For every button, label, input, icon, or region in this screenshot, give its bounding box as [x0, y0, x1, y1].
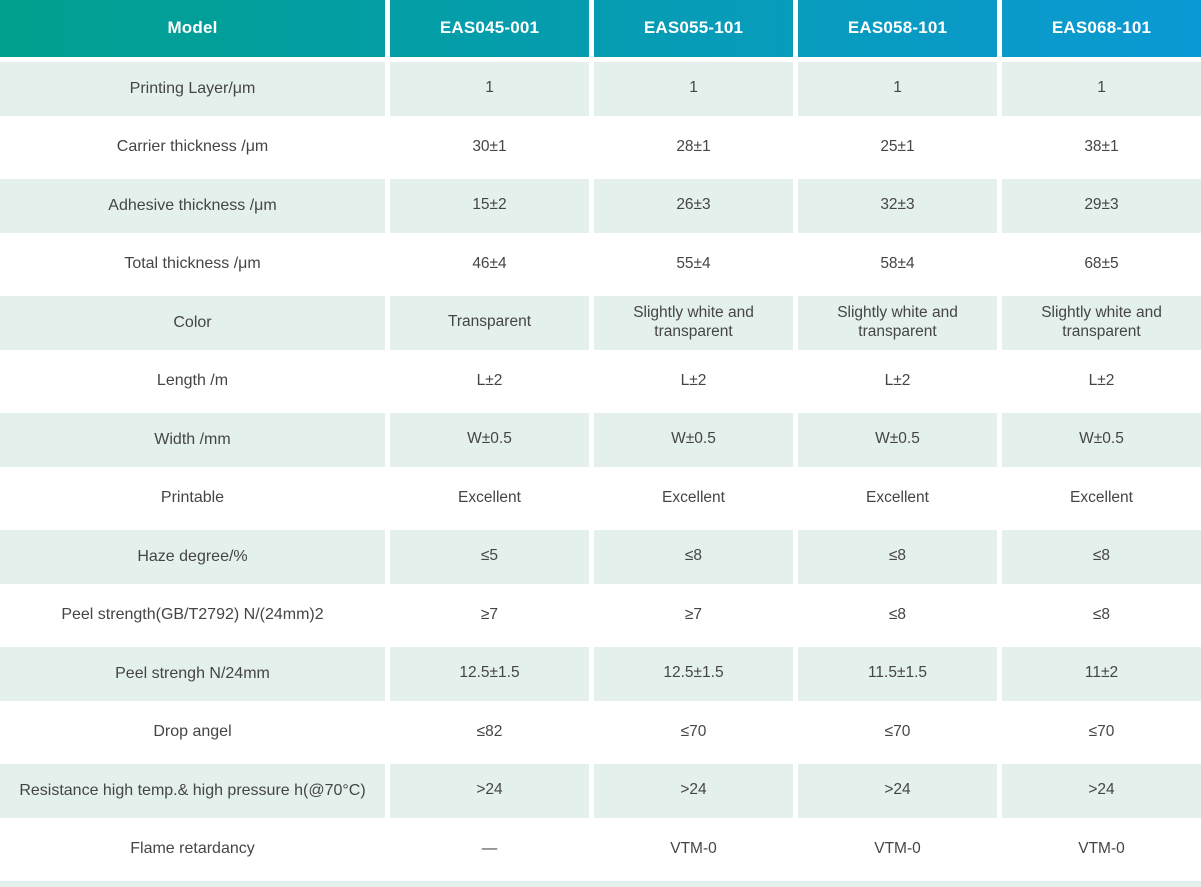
table-row-color: Color Transparent Slightly white and tra…: [0, 296, 1201, 350]
table-row-peel-strength-gb: Peel strength(GB/T2792) N/(24mm)2 ≥7 ≥7 …: [0, 588, 1201, 642]
row-label: Resistance high temp.& high pressure h(@…: [0, 764, 385, 818]
row-value: L±2: [793, 354, 997, 408]
table-row-printable: Printable Excellent Excellent Excellent …: [0, 471, 1201, 525]
row-label: Haze degree/%: [0, 530, 385, 584]
row-value: 12.5±1.5: [589, 647, 793, 701]
row-value: Slightly white and transparent: [793, 296, 997, 350]
row-label: Length /m: [0, 354, 385, 408]
row-value: ≤70: [997, 705, 1201, 759]
header-col-eas055-101: EAS055-101: [589, 0, 793, 57]
row-label: Printable: [0, 471, 385, 525]
row-value: 55±4: [589, 237, 793, 291]
row-value: 1: [997, 62, 1201, 116]
table-row-carrier-thickness: Carrier thickness /μm 30±1 28±1 25±1 38±…: [0, 120, 1201, 174]
row-value: ≤8: [793, 588, 997, 642]
table-row-drop-angel: Drop angel ≤82 ≤70 ≤70 ≤70: [0, 705, 1201, 759]
table-row-resistance-high-temp: Resistance high temp.& high pressure h(@…: [0, 764, 1201, 818]
row-value: ≤8: [997, 530, 1201, 584]
table-row-length: Length /m L±2 L±2 L±2 L±2: [0, 354, 1201, 408]
row-value: >24: [589, 764, 793, 818]
header-col-eas068-101: EAS068-101: [997, 0, 1201, 57]
table-header-row: Model EAS045-001 EAS055-101 EAS058-101 E…: [0, 0, 1201, 57]
row-value: 15±2: [385, 179, 589, 233]
table-row-printing-layer: Printing Layer/μm 1 1 1 1: [0, 62, 1201, 116]
row-value: 1: [385, 62, 589, 116]
row-value: 38±1: [997, 120, 1201, 174]
row-value: Slightly white and transparent: [589, 296, 793, 350]
row-value: W±0.5: [385, 413, 589, 467]
row-value: L±2: [997, 354, 1201, 408]
row-value: Excellent: [589, 471, 793, 525]
row-value: 29±3: [997, 179, 1201, 233]
row-value: 1: [793, 62, 997, 116]
row-value: Excellent: [793, 471, 997, 525]
row-value: 1: [589, 62, 793, 116]
row-value: 11±2: [997, 647, 1201, 701]
row-value: ≤8: [589, 530, 793, 584]
row-value: W±0.5: [589, 413, 793, 467]
row-value: W±0.5: [997, 413, 1201, 467]
row-value: Slightly white and transparent: [997, 296, 1201, 350]
row-value: W±0.5: [793, 413, 997, 467]
header-model: Model: [167, 18, 218, 38]
row-value: >24: [385, 764, 589, 818]
row-value: 11.5±1.5: [793, 647, 997, 701]
row-value: >24: [997, 764, 1201, 818]
table-row-adhesive-thickness: Adhesive thickness /μm 15±2 26±3 32±3 29…: [0, 179, 1201, 233]
row-value: 25±1: [793, 120, 997, 174]
row-value: 68±5: [997, 237, 1201, 291]
row-label: Flame retardancy: [0, 822, 385, 876]
row-value: Excellent: [997, 471, 1201, 525]
next-row-partial-band: [0, 881, 1201, 887]
row-value: 46±4: [385, 237, 589, 291]
row-value: VTM-0: [997, 822, 1201, 876]
row-value: 58±4: [793, 237, 997, 291]
row-value: ≤8: [997, 588, 1201, 642]
header-col-eas058-101: EAS058-101: [793, 0, 997, 57]
row-value: 32±3: [793, 179, 997, 233]
row-label: Drop angel: [0, 705, 385, 759]
table-row-flame-retardancy: Flame retardancy — VTM-0 VTM-0 VTM-0: [0, 822, 1201, 876]
row-value: 30±1: [385, 120, 589, 174]
table-row-total-thickness: Total thickness /μm 46±4 55±4 58±4 68±5: [0, 237, 1201, 291]
row-value: 28±1: [589, 120, 793, 174]
row-label: Total thickness /μm: [0, 237, 385, 291]
table-row-haze-degree: Haze degree/% ≤5 ≤8 ≤8 ≤8: [0, 530, 1201, 584]
row-value: ≤70: [589, 705, 793, 759]
row-value: ≤5: [385, 530, 589, 584]
row-value: 12.5±1.5: [385, 647, 589, 701]
row-label: Carrier thickness /μm: [0, 120, 385, 174]
row-value: ≤70: [793, 705, 997, 759]
table-row-peel-strength-n24mm: Peel strengh N/24mm 12.5±1.5 12.5±1.5 11…: [0, 647, 1201, 701]
row-label: Peel strength(GB/T2792) N/(24mm)2: [0, 588, 385, 642]
row-value: >24: [793, 764, 997, 818]
row-value: L±2: [589, 354, 793, 408]
row-value: L±2: [385, 354, 589, 408]
row-label: Width /mm: [0, 413, 385, 467]
row-value: ≥7: [589, 588, 793, 642]
row-value: Transparent: [385, 296, 589, 350]
row-label: Printing Layer/μm: [0, 62, 385, 116]
row-value: —: [385, 822, 589, 876]
row-label: Color: [0, 296, 385, 350]
row-label: Peel strengh N/24mm: [0, 647, 385, 701]
row-label: Adhesive thickness /μm: [0, 179, 385, 233]
row-value: ≤8: [793, 530, 997, 584]
table-row-width: Width /mm W±0.5 W±0.5 W±0.5 W±0.5: [0, 413, 1201, 467]
row-value: Excellent: [385, 471, 589, 525]
row-value: ≤82: [385, 705, 589, 759]
row-value: ≥7: [385, 588, 589, 642]
row-value: VTM-0: [793, 822, 997, 876]
row-value: 26±3: [589, 179, 793, 233]
row-value: VTM-0: [589, 822, 793, 876]
header-col-eas045-001: EAS045-001: [385, 0, 589, 57]
